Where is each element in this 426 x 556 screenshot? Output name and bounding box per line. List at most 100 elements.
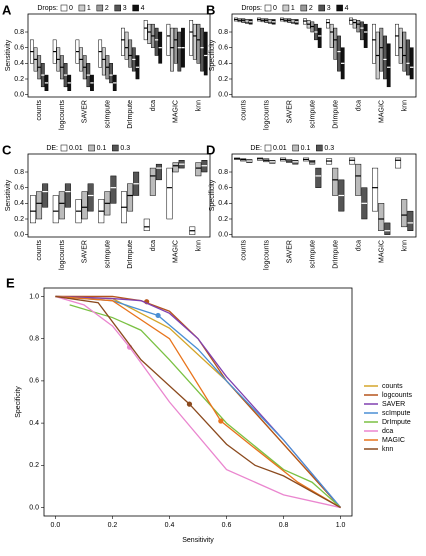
x-tick-label: scImpute xyxy=(104,100,111,129)
y-axis-label: Sensitivity xyxy=(5,39,12,71)
legend-label: 0.1 xyxy=(97,145,107,152)
box xyxy=(143,20,148,41)
cutoff-point xyxy=(155,312,161,319)
box xyxy=(166,167,173,220)
legend-label: dca xyxy=(382,428,393,435)
plot-frame xyxy=(27,153,211,238)
panel-label: B xyxy=(206,2,215,17)
x-tick-label: DrImpute xyxy=(332,100,339,129)
box xyxy=(203,31,208,76)
plot-frame xyxy=(43,287,353,517)
box xyxy=(329,23,334,48)
y-tick-label: 0.4 xyxy=(218,60,228,67)
y-tick-label: 0.8 xyxy=(14,169,24,176)
x-tick-label: 0.2 xyxy=(108,522,118,529)
x-tick-label: knn xyxy=(401,240,408,251)
box xyxy=(372,167,379,212)
x-tick-label: scImpute xyxy=(104,240,111,269)
y-tick-label: 0.8 xyxy=(218,29,228,36)
box xyxy=(177,31,182,72)
x-tick-label: 0.6 xyxy=(222,522,232,529)
box xyxy=(395,23,399,56)
plot-frame xyxy=(231,153,417,238)
legend-title: DE: xyxy=(46,145,58,152)
box xyxy=(384,222,391,235)
box xyxy=(349,157,356,165)
legend-label: 0 xyxy=(273,5,277,12)
x-tick-label: logcounts xyxy=(59,240,66,270)
y-tick-label: 0.2 xyxy=(29,462,39,469)
plot-frame xyxy=(27,13,211,98)
x-tick-label: MAGIC xyxy=(173,100,180,123)
y-tick-label: 0.4 xyxy=(14,200,24,207)
legend-label: MAGIC xyxy=(382,437,405,444)
box xyxy=(406,39,410,76)
legend-label: 4 xyxy=(141,5,145,12)
legend-swatch xyxy=(264,4,272,12)
box xyxy=(149,167,156,196)
x-tick-label: counts xyxy=(36,100,43,121)
legend-title: DE: xyxy=(250,145,262,152)
box xyxy=(401,199,408,228)
box xyxy=(398,27,403,64)
y-tick-label: 0.8 xyxy=(14,29,24,36)
box xyxy=(352,19,357,29)
x-tick-label: dca xyxy=(355,100,362,111)
legend-label: counts xyxy=(382,383,403,390)
x-tick-label: logcounts xyxy=(263,240,270,270)
x-tick-label: knn xyxy=(195,100,202,111)
box xyxy=(98,39,103,68)
y-tick-label: 0.4 xyxy=(218,200,228,207)
x-tick-label: DrImpute xyxy=(127,100,134,129)
box xyxy=(42,183,49,208)
roc-curve xyxy=(55,295,342,508)
x-tick-label: DrImpute xyxy=(332,240,339,269)
legend-swatch xyxy=(336,4,343,12)
box xyxy=(170,27,174,72)
box xyxy=(81,191,88,220)
panel-label: C xyxy=(2,142,12,157)
legend-label: 0.3 xyxy=(120,145,130,152)
legend-label: 3 xyxy=(327,5,331,12)
y-tick-label: 0.4 xyxy=(14,60,24,67)
legend-label: 0.1 xyxy=(301,145,311,152)
box xyxy=(192,23,197,60)
box xyxy=(36,191,43,220)
box xyxy=(386,43,391,88)
panel-label: A xyxy=(2,2,12,17)
y-axis-label: Specificity xyxy=(209,39,216,71)
x-tick-label: MAGIC xyxy=(173,240,180,263)
box xyxy=(155,163,162,181)
y-tick-label: 1.0 xyxy=(29,293,39,300)
legend-swatch xyxy=(114,4,121,12)
legend-title: Drops: xyxy=(37,5,58,12)
box xyxy=(363,23,368,48)
box xyxy=(154,27,159,56)
legend-swatch xyxy=(132,4,139,12)
panel-label: E xyxy=(6,275,15,290)
x-tick-label: DrImpute xyxy=(127,240,134,269)
legend-swatch xyxy=(88,144,95,152)
y-tick-label: 0.2 xyxy=(218,76,228,83)
legend-swatch xyxy=(300,4,308,12)
legend-swatch xyxy=(96,4,104,12)
box xyxy=(395,157,402,169)
x-tick-label: logcounts xyxy=(59,100,66,130)
y-tick-label: 0.8 xyxy=(218,169,228,176)
legend-label: DrImpute xyxy=(382,419,411,426)
y-tick-label: 0.6 xyxy=(14,185,24,192)
legend-label: 2 xyxy=(105,5,109,12)
box xyxy=(189,20,194,56)
cutoff-point xyxy=(186,401,193,407)
box xyxy=(173,27,178,64)
x-tick-label: SAVER xyxy=(286,240,293,263)
box xyxy=(128,39,133,68)
legend-swatch xyxy=(112,144,119,152)
x-tick-label: SAVER xyxy=(286,100,293,123)
y-axis-label: Specificity xyxy=(15,386,22,418)
y-tick-label: 0.6 xyxy=(218,45,228,52)
x-tick-label: MAGIC xyxy=(378,240,385,263)
box xyxy=(172,162,179,173)
x-tick-label: knn xyxy=(401,100,408,111)
legend-swatch xyxy=(78,4,86,12)
